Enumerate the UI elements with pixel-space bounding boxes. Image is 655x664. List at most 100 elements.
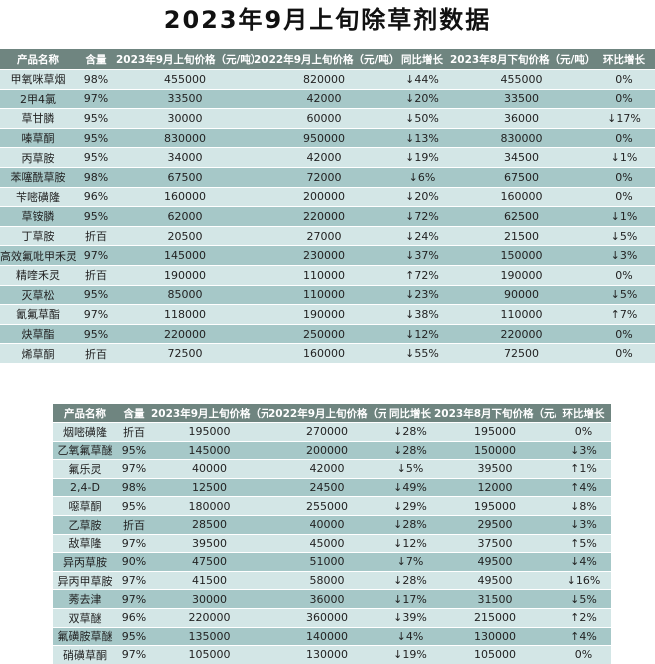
cell-content: 98% bbox=[76, 69, 116, 90]
cell-product-name: 嗪草酮 bbox=[0, 127, 76, 148]
cell-price-2022-sep-early: 27000 bbox=[254, 225, 394, 246]
cell-yoy-change: ↓39% bbox=[386, 607, 434, 628]
cell-price-2023-sep-early: 28500 bbox=[151, 514, 268, 535]
table-row: 烯草酮 折百 72500 160000 ↓55% 72500 0% bbox=[0, 343, 655, 363]
cell-mom-change: ↓4% bbox=[556, 552, 611, 572]
cell-content: 97% bbox=[117, 589, 151, 609]
cell-product-name: 氟磺胺草醚 bbox=[53, 626, 117, 646]
cell-content: 95% bbox=[76, 108, 116, 129]
cell-mom-change: ↑1% bbox=[556, 459, 611, 479]
cell-yoy-change: ↓4% bbox=[386, 626, 434, 646]
herbicide-price-table-1: 产品名称 含量 2023年9月上旬价格（元/吨） 2022年9月上旬价格（元/吨） 同比… bbox=[0, 49, 655, 363]
cell-price-2023-sep-early: 62000 bbox=[116, 206, 254, 227]
cell-price-2023-sep-early: 145000 bbox=[151, 440, 268, 460]
cell-yoy-change: ↓12% bbox=[386, 533, 434, 553]
table-row: 双草醚 96% 220000 360000 ↓39% 215000 ↑2% bbox=[53, 607, 611, 628]
table-row: 高效氟吡甲禾灵 97% 145000 230000 ↓37% 150000 ↓3% bbox=[0, 245, 655, 266]
cell-product-name: 苄嘧磺隆 bbox=[0, 186, 76, 207]
header-price-2023-aug-late: 2023年8月下旬价格（元/吨） bbox=[450, 49, 593, 70]
cell-mom-change: 0% bbox=[593, 264, 655, 286]
cell-price-2023-sep-early: 830000 bbox=[116, 127, 254, 148]
cell-price-2023-sep-early: 145000 bbox=[116, 245, 254, 266]
cell-price-2023-aug-late: 110000 bbox=[450, 304, 593, 325]
cell-price-2023-aug-late: 49500 bbox=[434, 570, 556, 590]
cell-content: 97% bbox=[76, 88, 116, 109]
table-row: 氟磺胺草醚 95% 135000 140000 ↓4% 130000 ↑4% bbox=[53, 626, 611, 646]
cell-price-2022-sep-early: 110000 bbox=[254, 264, 394, 286]
cell-price-2022-sep-early: 42000 bbox=[254, 147, 394, 168]
table-row: 2,4-D 98% 12500 24500 ↓49% 12000 ↑4% bbox=[53, 477, 611, 497]
table-body: 甲氧咪草烟 98% 455000 820000 ↓44% 455000 0% 2甲4氯 97% 3… bbox=[0, 69, 655, 363]
table-row: 丁草胺 折百 20500 27000 ↓24% 21500 ↓5% bbox=[0, 225, 655, 246]
table-row: 氰氟草酯 97% 118000 190000 ↓38% 110000 ↑7% bbox=[0, 304, 655, 325]
cell-product-name: 氰氟草酯 bbox=[0, 304, 76, 325]
cell-price-2023-aug-late: 160000 bbox=[450, 186, 593, 207]
cell-price-2022-sep-early: 200000 bbox=[268, 440, 386, 460]
cell-product-name: 灭草松 bbox=[0, 284, 76, 305]
table-row: 莠去津 97% 30000 36000 ↓17% 31500 ↓5% bbox=[53, 589, 611, 609]
cell-content: 折百 bbox=[117, 514, 151, 535]
table-row: 敌草隆 97% 39500 45000 ↓12% 37500 ↑5% bbox=[53, 533, 611, 553]
cell-yoy-change: ↓28% bbox=[386, 514, 434, 535]
cell-mom-change: ↑2% bbox=[556, 607, 611, 628]
cell-yoy-change: ↓20% bbox=[394, 186, 450, 207]
cell-mom-change: 0% bbox=[593, 127, 655, 148]
cell-content: 97% bbox=[117, 533, 151, 553]
header-yoy-change: 同比增长 bbox=[386, 404, 434, 423]
cell-price-2022-sep-early: 140000 bbox=[268, 626, 386, 646]
cell-content: 97% bbox=[117, 645, 151, 664]
cell-content: 98% bbox=[76, 166, 116, 188]
table-row: 灭草松 95% 85000 110000 ↓23% 90000 ↓5% bbox=[0, 284, 655, 305]
cell-content: 折百 bbox=[76, 343, 116, 363]
cell-yoy-change: ↓19% bbox=[394, 147, 450, 168]
cell-price-2022-sep-early: 950000 bbox=[254, 127, 394, 148]
table-row: 炔草酯 95% 220000 250000 ↓12% 220000 0% bbox=[0, 323, 655, 344]
cell-price-2023-aug-late: 37500 bbox=[434, 533, 556, 553]
cell-price-2023-sep-early: 39500 bbox=[151, 533, 268, 553]
cell-price-2022-sep-early: 190000 bbox=[254, 304, 394, 325]
cell-yoy-change: ↓28% bbox=[386, 440, 434, 460]
cell-yoy-change: ↓28% bbox=[386, 570, 434, 590]
cell-product-name: 甲氧咪草烟 bbox=[0, 69, 76, 90]
cell-yoy-change: ↓12% bbox=[394, 323, 450, 344]
cell-price-2022-sep-early: 45000 bbox=[268, 533, 386, 553]
cell-price-2023-aug-late: 33500 bbox=[450, 88, 593, 109]
cell-price-2022-sep-early: 36000 bbox=[268, 589, 386, 609]
cell-mom-change: ↑4% bbox=[556, 626, 611, 646]
cell-product-name: 烯草酮 bbox=[0, 343, 76, 363]
cell-content: 95% bbox=[76, 147, 116, 168]
cell-price-2022-sep-early: 160000 bbox=[254, 343, 394, 363]
cell-mom-change: ↓5% bbox=[556, 589, 611, 609]
cell-price-2023-sep-early: 40000 bbox=[151, 459, 268, 479]
cell-price-2022-sep-early: 230000 bbox=[254, 245, 394, 266]
cell-content: 95% bbox=[117, 440, 151, 460]
cell-price-2023-sep-early: 30000 bbox=[116, 108, 254, 129]
cell-price-2023-aug-late: 34500 bbox=[450, 147, 593, 168]
cell-yoy-change: ↓37% bbox=[394, 245, 450, 266]
cell-price-2023-aug-late: 12000 bbox=[434, 477, 556, 497]
cell-content: 97% bbox=[117, 459, 151, 479]
cell-price-2022-sep-early: 130000 bbox=[268, 645, 386, 664]
cell-price-2023-aug-late: 130000 bbox=[434, 626, 556, 646]
cell-yoy-change: ↓55% bbox=[394, 343, 450, 363]
cell-content: 折百 bbox=[117, 422, 151, 442]
cell-product-name: 丙草胺 bbox=[0, 147, 76, 168]
cell-price-2023-aug-late: 36000 bbox=[450, 108, 593, 129]
cell-mom-change: ↓5% bbox=[593, 284, 655, 305]
cell-price-2023-aug-late: 830000 bbox=[450, 127, 593, 148]
cell-content: 折百 bbox=[76, 225, 116, 246]
cell-mom-change: 0% bbox=[593, 69, 655, 90]
cell-yoy-change: ↓19% bbox=[386, 645, 434, 664]
cell-price-2023-sep-early: 118000 bbox=[116, 304, 254, 325]
cell-mom-change: ↓17% bbox=[593, 108, 655, 129]
cell-yoy-change: ↓7% bbox=[386, 552, 434, 572]
table-row: 烟嘧磺隆 折百 195000 270000 ↓28% 195000 0% bbox=[53, 422, 611, 442]
cell-product-name: 烟嘧磺隆 bbox=[53, 422, 117, 442]
table-row: 苯噻酰草胺 98% 67500 72000 ↓6% 67500 0% bbox=[0, 166, 655, 188]
cell-product-name: 高效氟吡甲禾灵 bbox=[0, 245, 76, 266]
cell-content: 95% bbox=[117, 496, 151, 516]
cell-content: 95% bbox=[76, 127, 116, 148]
cell-product-name: 草铵膦 bbox=[0, 206, 76, 227]
cell-mom-change: ↓8% bbox=[556, 496, 611, 516]
cell-product-name: 双草醚 bbox=[53, 607, 117, 628]
